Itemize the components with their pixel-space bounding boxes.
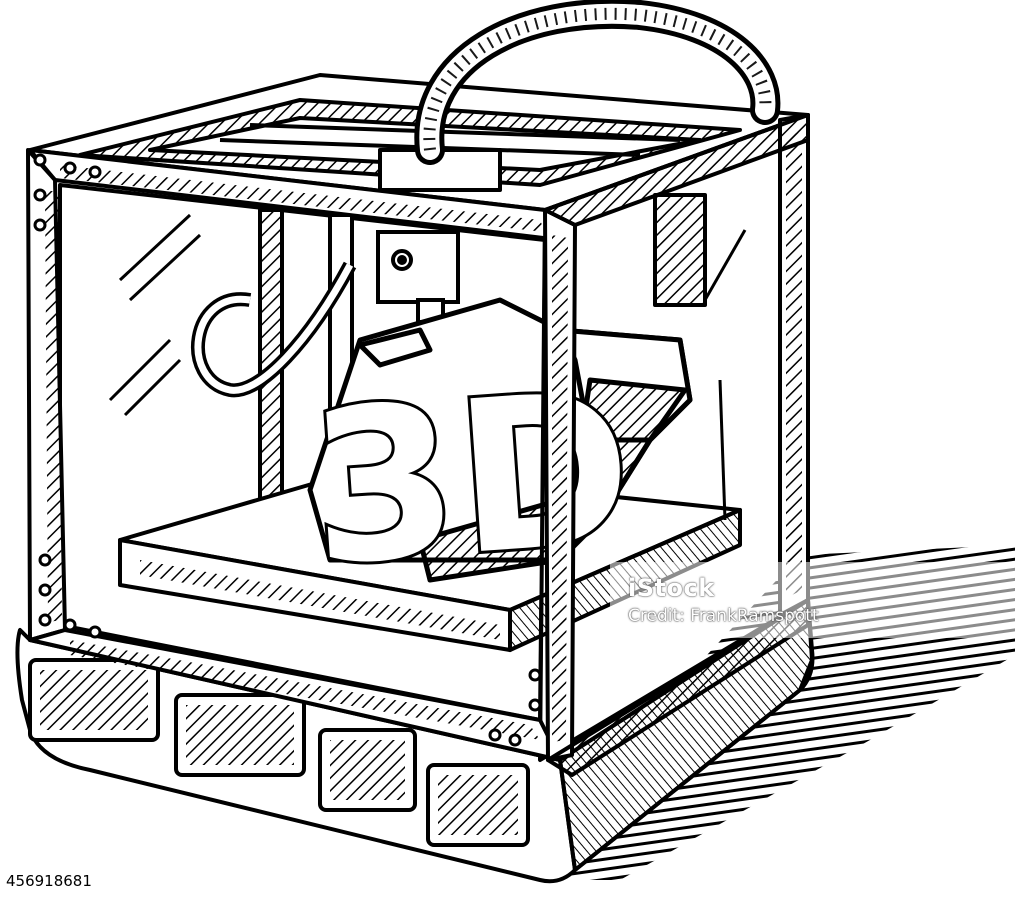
rivet-dots — [33, 153, 542, 747]
watermark-logo: iStock — [628, 574, 715, 602]
print-head — [191, 230, 460, 398]
printer-base — [15, 598, 815, 884]
image-id: 456918681 — [6, 872, 92, 890]
filament-tube — [414, 0, 781, 165]
printed-3d-object — [307, 297, 693, 583]
printer-front-frame — [26, 113, 810, 777]
watermark-credit: Credit: FrankRamspott — [628, 606, 819, 626]
object-label: 3D — [303, 346, 640, 613]
watermark-band — [610, 562, 1024, 638]
